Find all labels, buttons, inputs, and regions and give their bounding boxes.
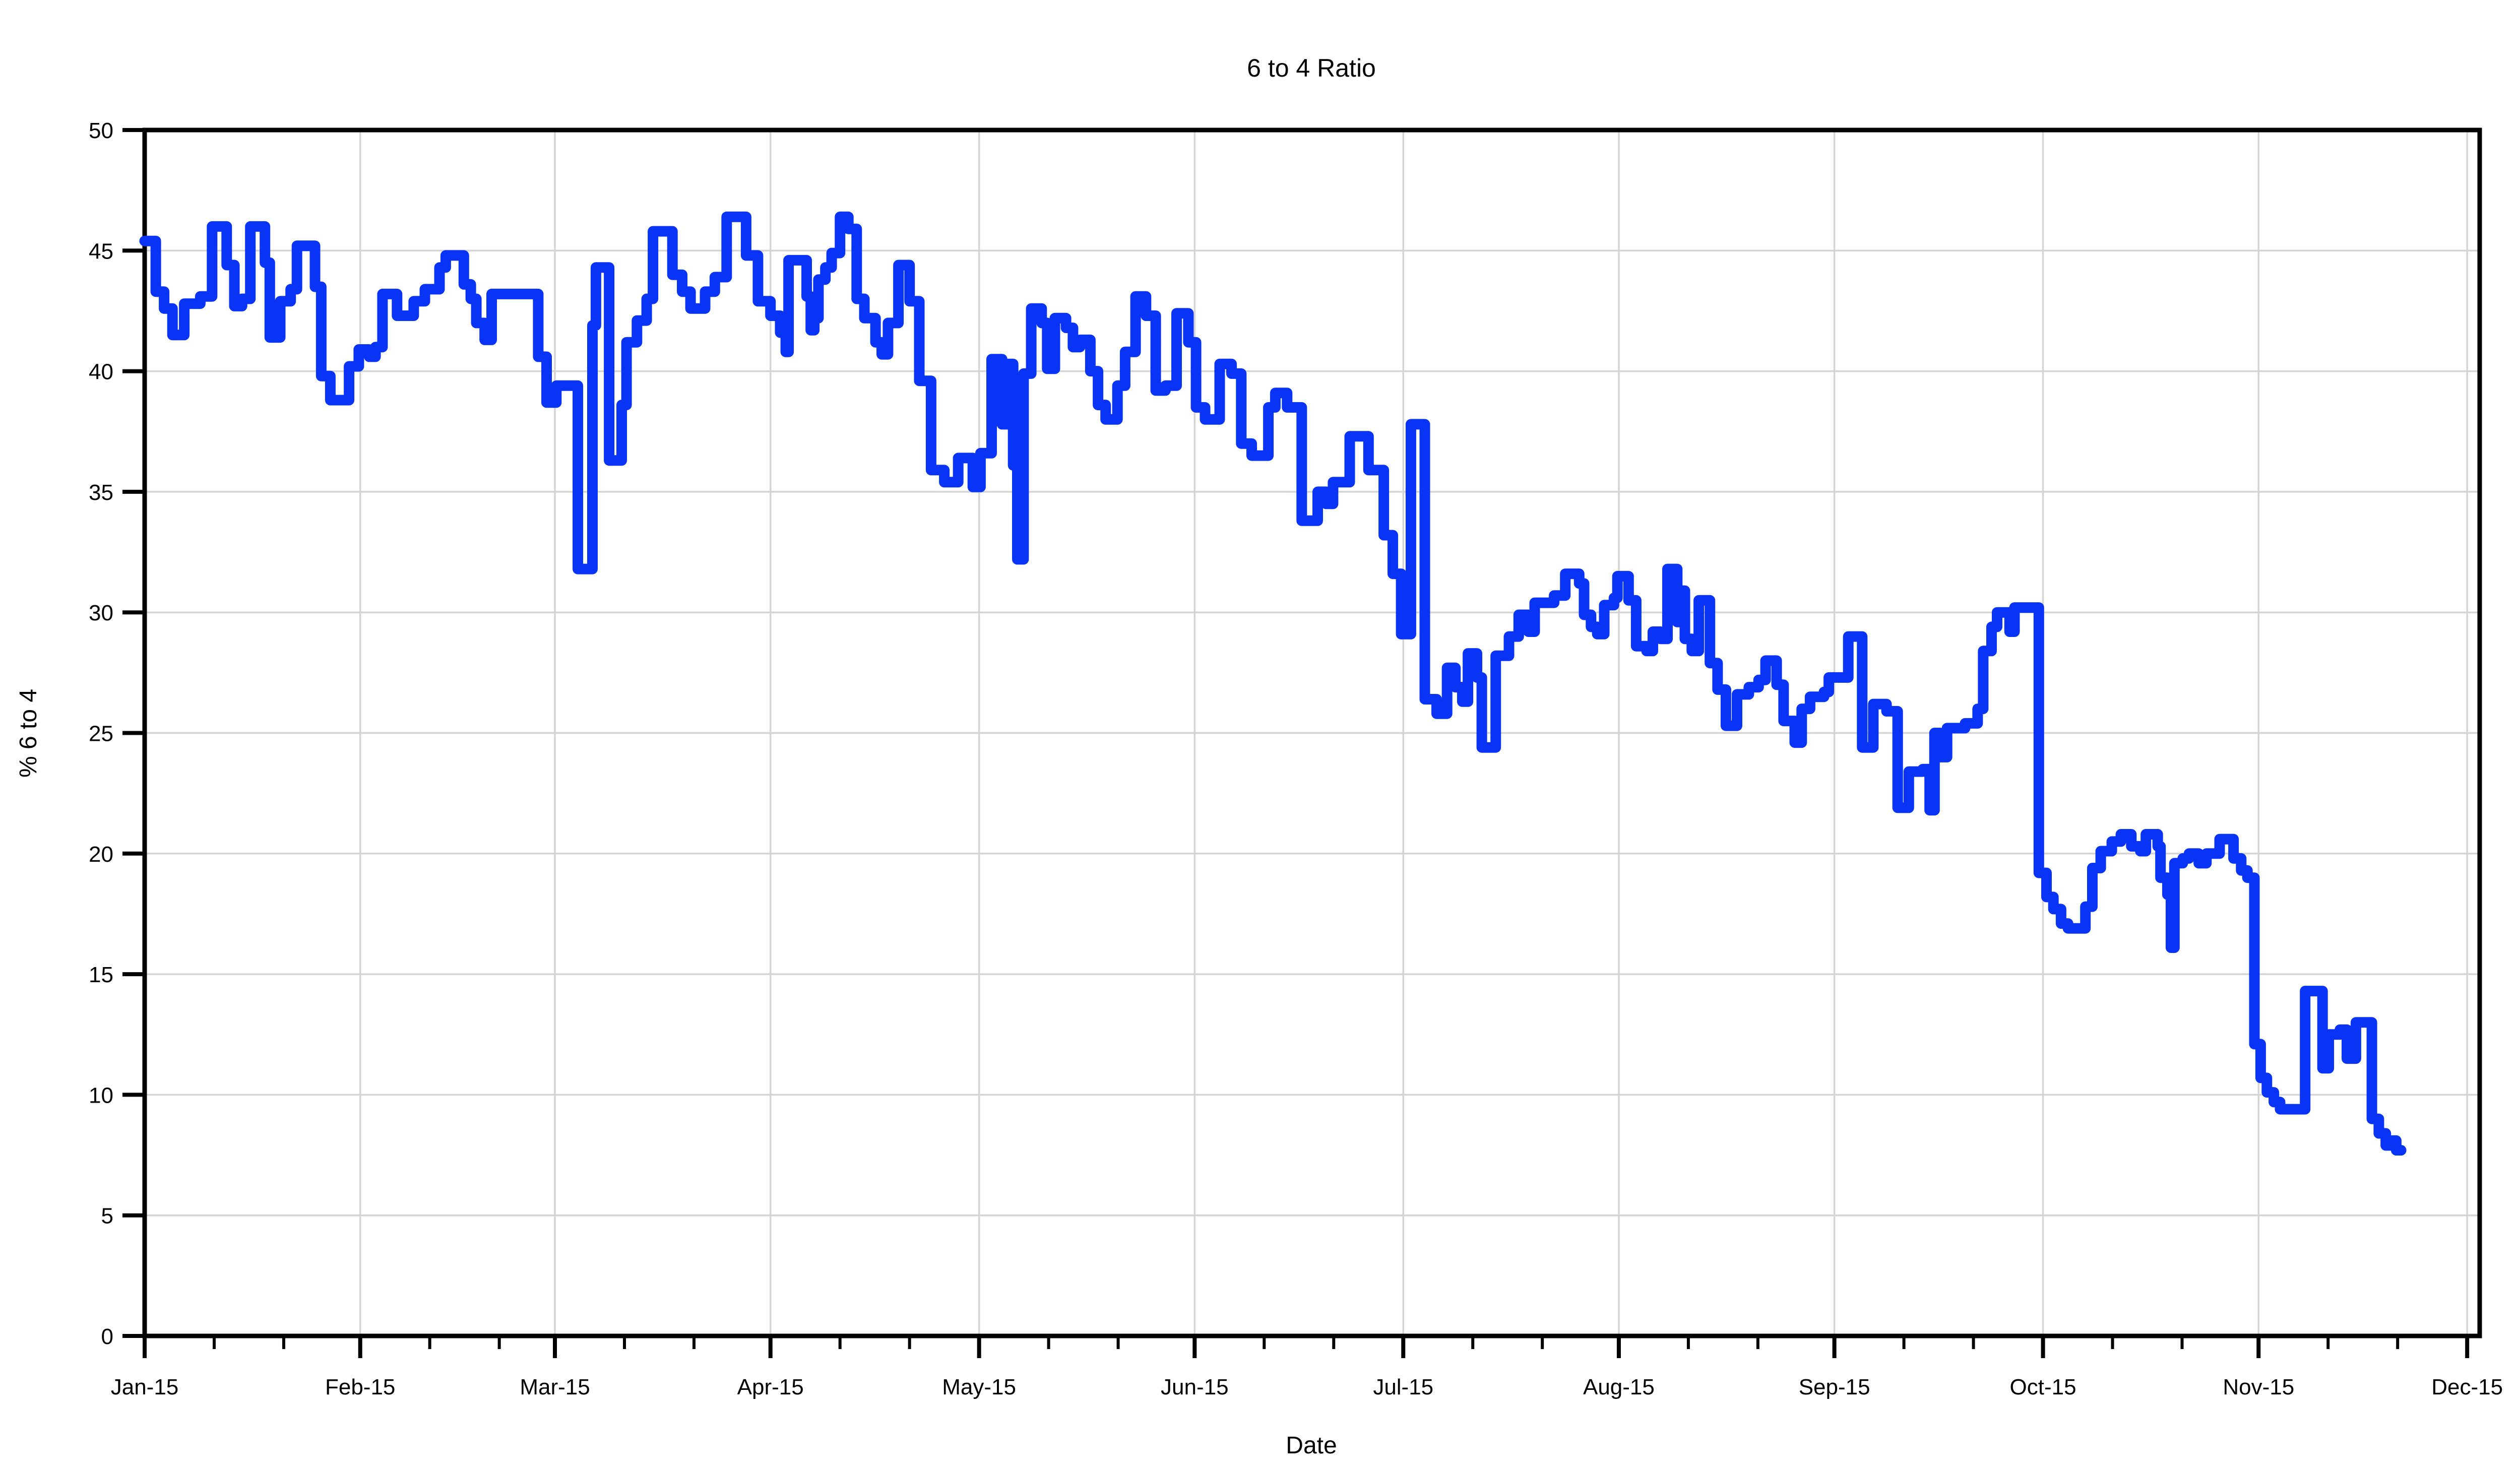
y-tick-label: 20 <box>89 842 113 867</box>
x-tick-label: Mar-15 <box>520 1375 590 1399</box>
y-tick-label: 35 <box>89 480 113 505</box>
y-tick-label: 25 <box>89 722 113 746</box>
x-tick-label: Jan-15 <box>111 1375 179 1399</box>
x-tick-label: Apr-15 <box>737 1375 804 1399</box>
x-tick-label: Feb-15 <box>325 1375 395 1399</box>
y-axis-label: % 6 to 4 <box>15 689 42 778</box>
x-tick-label: Oct-15 <box>2010 1375 2076 1399</box>
x-tick-label: Aug-15 <box>1583 1375 1655 1399</box>
x-tick-label: Dec-15 <box>2431 1375 2503 1399</box>
y-tick-label: 30 <box>89 601 113 625</box>
y-tick-label: 10 <box>89 1083 113 1108</box>
tick-label-layer: Jan-15 Feb-15 Mar-15 Apr-15 May-15 Jun-15 Jul-… <box>89 118 2503 1399</box>
x-tick-label: Nov-15 <box>2223 1375 2294 1399</box>
y-tick-label: 5 <box>101 1204 113 1229</box>
y-tick-label: 0 <box>101 1324 113 1349</box>
series-layer <box>139 211 2407 1156</box>
chart-title: 6 to 4 Ratio <box>1247 54 1376 82</box>
y-tick-label: 15 <box>89 963 113 987</box>
x-tick-label: May-15 <box>942 1375 1016 1399</box>
y-tick-label: 50 <box>89 118 113 143</box>
x-tick-label: Jul-15 <box>1373 1375 1433 1399</box>
series-line <box>139 211 2407 1156</box>
y-tick-label: 40 <box>89 360 113 385</box>
x-tick-label: Jun-15 <box>1161 1375 1229 1399</box>
y-tick-label: 45 <box>89 239 113 264</box>
x-axis-label: Date <box>1286 1432 1337 1459</box>
x-tick-label: Sep-15 <box>1799 1375 1870 1399</box>
axes-layer <box>122 127 2482 1358</box>
